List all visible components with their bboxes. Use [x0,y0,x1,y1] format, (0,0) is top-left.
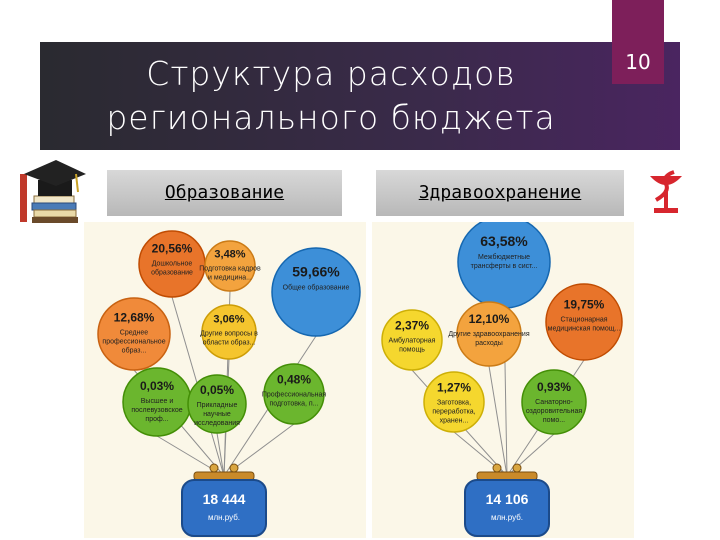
bubble-label: образ... [122,346,147,354]
bubble-circle [187,374,247,434]
bubble-circle [545,283,623,361]
bubble-value: 3,48% [214,248,245,260]
bubble-4: 1,27% Заготовка,переработка, хранен... [423,371,485,433]
bubble-7: 0,48% Профессиональная подготовка, п... [262,363,327,425]
bubble-value: 1,27% [437,381,471,395]
bubble-0: 63,58% Межбюджетные трансферты в сист... [457,222,551,309]
bubble-1: 3,48% Подготовка кадров и медицина... [199,240,261,292]
bubble-label: Стационарная [560,317,607,324]
bubble-3: 12,68% Среднее профессиональноеобраз... [97,297,171,371]
bubble-label: области образ... [203,339,256,347]
bubble-circle [204,240,256,292]
bubble-value: 63,58% [480,233,528,249]
bubble-value: 0,03% [140,379,174,393]
bubble-value: 19,75% [564,298,605,312]
bubble-label: помощь [399,347,425,354]
bubble-value: 59,66% [292,264,340,280]
bubble-label: и медицина... [208,274,252,281]
bubble-label: Межбюджетные [478,253,530,261]
total-value: 14 106 [486,491,529,507]
title-band [40,42,680,150]
bubble-circle [521,369,587,435]
bubble-label: медицинская помощ... [548,326,621,333]
graduation-cap-books-icon [16,152,88,224]
bubble-label: переработка, [432,408,475,416]
bubble-5: 0,03% Высшее и послевузовское проф... [122,367,192,437]
medical-bowl-snake-icon [636,160,696,222]
bubble-label: Высшее и [141,398,174,405]
bubble-label: хранен... [440,418,469,425]
education-header: Образование [107,170,342,216]
bubble-label: Заготовка, [437,400,471,407]
bubble-label: Другие вопросы в [200,331,258,338]
bubble-circle [263,363,325,425]
bubble-label: Другие здравоохранения [448,331,529,338]
total-unit: млн.руб. [491,513,523,522]
health-header: Здравоохранение [376,170,624,216]
bubble-value: 12,68% [114,310,155,324]
bubble-label: расходы [475,340,503,347]
bubble-6: 0,05% Прикладные научные исследования [187,374,247,434]
bubble-circle [456,301,522,367]
bubble-value: 3,06% [213,314,244,326]
bubble-value: 20,56% [152,241,193,255]
bubble-value: 0,48% [277,373,311,387]
bubble-label: Санаторно- [535,399,573,406]
bubble-value: 0,93% [537,380,571,394]
bubble-2: 2,37% Амбулаторная помощь [381,309,443,371]
bubble-value: 0,05% [200,383,234,397]
bubble-label: проф... [145,416,168,423]
purse-icon: 14 106 млн.руб. [464,463,550,537]
bubble-value: 2,37% [395,319,429,333]
bubble-label: Среднее [120,329,149,336]
slide-title: Структура расходов регионального бюджета [106,54,556,137]
bubble-label: оздоровительная [526,408,583,415]
bubble-label: образование [151,268,193,276]
total-value: 18 444 [203,491,246,507]
bubble-label: Подготовка кадров [199,265,261,272]
bubble-value: 12,10% [469,312,510,326]
bubble-label: научные [203,411,231,418]
bubble-circle [97,297,171,371]
bubble-circle [201,304,257,360]
bubble-label: профессиональное [102,338,165,345]
total-unit: млн.руб. [208,513,240,522]
page-number-box [612,0,664,84]
bubble-label: трансферты в сист... [471,263,538,270]
purse-icon: 18 444 млн.руб. [181,463,267,537]
bubble-label: Дошкольное [152,260,193,267]
bubble-label: Прикладные [197,402,238,409]
bubble-label: Амбулаторная [389,337,436,345]
bubble-label: помо... [543,417,565,424]
bubble-circle [271,247,361,337]
bubble-label: Профессиональная [262,392,327,399]
bubble-label: подготовка, п... [269,401,318,408]
bubble-label: Общее образование [283,284,350,292]
bubble-string [488,365,508,477]
bubble-2: 59,66% Общее образование [271,247,361,337]
bubble-circle [381,309,443,371]
health-bubble-diagram: 63,58% Межбюджетные трансферты в сист... 19… [381,222,623,537]
health-diagram: 63,58% Межбюджетные трансферты в сист... 19… [372,222,634,538]
bubble-string [216,432,225,477]
bubble-3: 12,10% Другие здравоохранения расходы [448,301,530,367]
page-number: 10 [625,50,651,74]
bubble-circle [423,371,485,433]
bubble-label: послевузовское [131,407,182,414]
education-diagram: 20,56% Дошкольное образование 3,48% Подготов… [84,222,366,538]
bubble-label: исследования [194,420,240,427]
bubble-1: 19,75% Стационарная медицинская помощ... [545,283,623,361]
bubble-5: 0,93% Санаторно-оздоровительная помо... [521,369,587,435]
